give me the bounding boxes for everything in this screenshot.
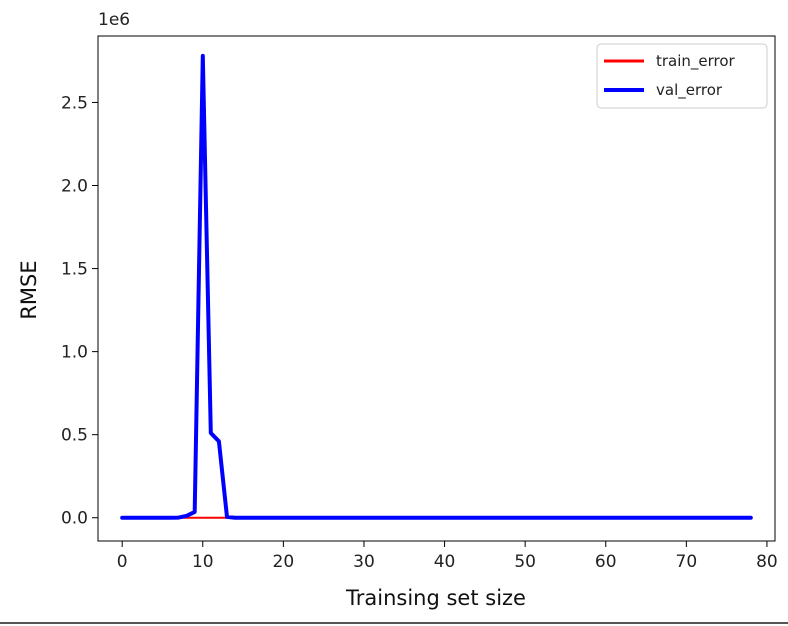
y-tick-label: 1.5 xyxy=(61,260,88,280)
y-axis-ticks: 0.0 0.5 1.0 1.5 2.0 2.5 xyxy=(61,93,98,529)
x-tick-label: 40 xyxy=(434,552,456,572)
x-tick-label: 0 xyxy=(117,552,128,572)
legend: train_error val_error xyxy=(596,43,768,109)
x-tick-label: 20 xyxy=(273,552,295,572)
x-tick-label: 60 xyxy=(595,552,617,572)
y-tick-label: 0.5 xyxy=(61,426,88,446)
x-axis-ticks: 0 10 20 30 40 50 60 70 80 xyxy=(117,541,778,572)
plot-area xyxy=(97,35,776,542)
y-tick-label: 2.0 xyxy=(61,177,88,197)
y-tick-label: 1.0 xyxy=(61,343,88,363)
y-tick-label: 2.5 xyxy=(61,93,88,113)
x-axis-title: Trainsing set size xyxy=(345,586,526,610)
bottom-divider xyxy=(0,622,788,624)
x-tick-label: 70 xyxy=(676,552,698,572)
legend-label-train-error: train_error xyxy=(656,52,736,71)
y-axis-title: RMSE xyxy=(17,260,41,319)
x-tick-label: 80 xyxy=(756,552,778,572)
series-layer xyxy=(120,53,753,520)
x-tick-label: 30 xyxy=(353,552,375,572)
y-tick-label: 0.0 xyxy=(61,509,88,529)
legend-label-val-error: val_error xyxy=(656,81,723,100)
x-tick-label: 50 xyxy=(514,552,536,572)
y-offset-label: 1e6 xyxy=(98,10,130,30)
series-line-val-error xyxy=(120,53,753,520)
x-tick-label: 10 xyxy=(192,552,214,572)
